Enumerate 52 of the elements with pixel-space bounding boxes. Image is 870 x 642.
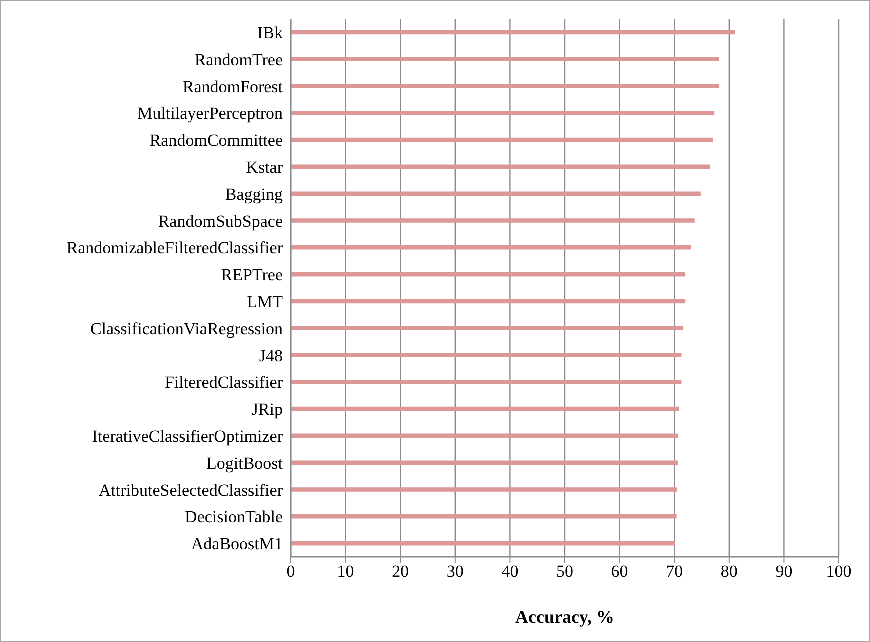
y-tick-label: DecisionTable	[185, 508, 283, 527]
y-tick-label: Kstar	[246, 158, 284, 177]
y-tick-label: REPTree	[221, 266, 283, 285]
bar	[291, 488, 678, 492]
y-tick-label: RandomTree	[194, 50, 283, 70]
y-tick-label: RandomSubSpace	[158, 212, 283, 231]
bar	[291, 434, 678, 438]
bar	[291, 57, 720, 62]
y-tick-label: RandomCommittee	[150, 131, 283, 150]
bar	[291, 353, 682, 358]
x-tick-label: 80	[720, 562, 738, 582]
bar	[291, 514, 677, 519]
bar	[291, 138, 713, 142]
x-tick-label: 10	[337, 562, 354, 582]
x-tick-label: 60	[611, 562, 628, 582]
bar	[291, 380, 682, 384]
y-tick-label: ClassificationViaRegression	[90, 319, 284, 338]
bar	[291, 299, 686, 304]
bar	[291, 164, 710, 170]
bar	[291, 218, 695, 223]
x-tick-label: 20	[392, 562, 410, 582]
bar	[291, 460, 678, 465]
y-tick-label: RandomizableFilteredClassifier	[66, 238, 284, 258]
x-tick-label: 70	[666, 562, 684, 582]
x-tick-label: 30	[446, 562, 464, 582]
x-tick-label: 0	[286, 562, 296, 582]
bar	[291, 84, 720, 88]
bar	[291, 30, 736, 35]
bar	[291, 326, 684, 330]
x-tick-label: 40	[502, 562, 519, 582]
y-tick-label: JRip	[252, 400, 283, 420]
y-tick-label: FilteredClassifier	[164, 373, 284, 392]
x-tick-label: 90	[776, 562, 793, 582]
y-tick-label: RandomForest	[182, 77, 284, 96]
y-tick-label: Bagging	[225, 184, 284, 204]
x-tick-label: 100	[826, 562, 852, 582]
y-tick-label: LogitBoost	[206, 454, 284, 473]
bar	[291, 246, 692, 250]
y-tick-label: IBk	[258, 23, 284, 42]
x-tick-label: 50	[556, 562, 574, 582]
bar	[291, 541, 676, 546]
y-tick-label: J48	[259, 346, 283, 366]
bar	[291, 111, 715, 116]
bar	[291, 406, 679, 412]
y-tick-label: AttributeSelectedClassifier	[98, 480, 284, 500]
y-tick-label: LMT	[247, 292, 284, 312]
bar	[291, 272, 686, 277]
y-tick-label: AdaBoostM1	[191, 534, 283, 554]
y-tick-label: IterativeClassifierOptimizer	[92, 426, 284, 446]
bar	[291, 192, 701, 196]
y-tick-label: MultilayerPerceptron	[138, 104, 284, 124]
x-axis-title: Accuracy, %	[516, 607, 614, 627]
